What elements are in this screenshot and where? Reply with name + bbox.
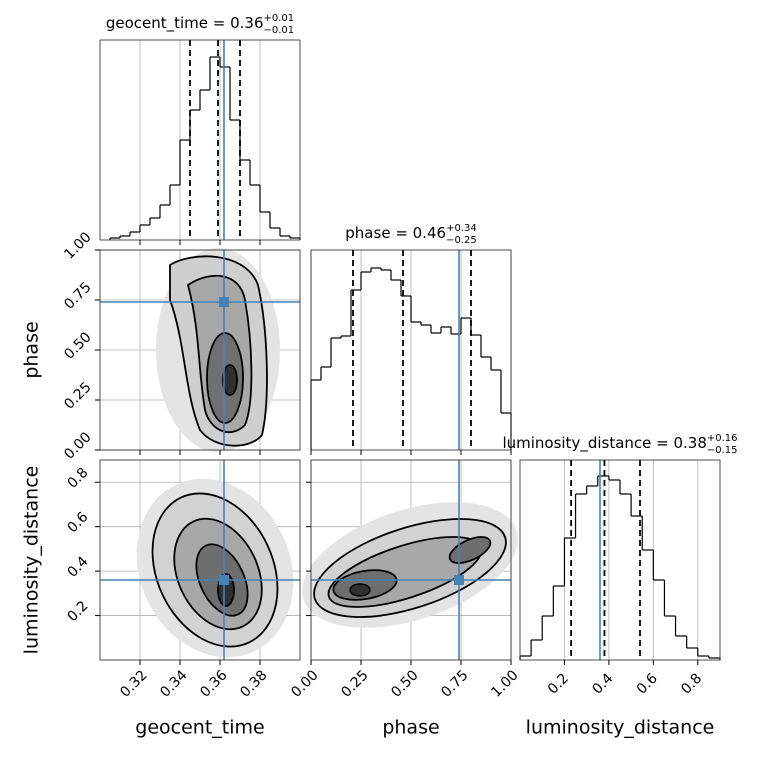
y-tick-label: 0.6 <box>64 509 91 536</box>
panel-frame <box>99 249 301 451</box>
title-upper: +0.34 <box>446 223 477 234</box>
title-lower: −0.15 <box>707 445 738 456</box>
density-phase-distance <box>302 502 518 628</box>
y-tick-label: 0.50 <box>61 329 94 362</box>
y-axis-label: luminosity_distance <box>21 466 43 655</box>
title-upper: +0.16 <box>707 433 738 444</box>
y-tick-label: 1.00 <box>61 229 94 262</box>
x-tick-label: 0.34 <box>157 667 190 700</box>
y-tick-label: 0.2 <box>64 598 91 625</box>
y-tick-label: 0.4 <box>64 554 91 581</box>
x-tick-label: 0.75 <box>438 667 471 700</box>
contour <box>448 536 492 564</box>
truth-marker <box>219 297 229 307</box>
title-text: phase = 0.46 <box>345 224 446 242</box>
panel-frame <box>310 249 512 451</box>
contour <box>222 364 238 396</box>
x-axis-label: luminosity_distance <box>526 717 715 739</box>
panel-title: phase = 0.46+0.34 −0.25 <box>345 223 476 246</box>
x-tick-label: 0.38 <box>237 667 270 700</box>
x-tick-label: 0.2 <box>545 670 572 697</box>
x-tick-label: 0.6 <box>634 670 661 697</box>
x-tick-label: 0.00 <box>288 667 321 700</box>
panel-frame <box>99 459 301 661</box>
title-lower: −0.25 <box>446 235 477 246</box>
title-upper: +0.01 <box>264 13 295 24</box>
title-lower: −0.01 <box>264 25 295 36</box>
density-layer <box>136 248 518 658</box>
y-axis-label: phase <box>21 321 43 378</box>
y-tick-label: 0.8 <box>64 465 91 492</box>
x-tick-label: 0.32 <box>117 667 150 700</box>
x-tick-label: 0.36 <box>197 667 230 700</box>
x-tick-label: 0.25 <box>338 667 371 700</box>
x-axis-label: geocent_time <box>135 717 264 739</box>
title-text: geocent_time = 0.36 <box>106 14 264 33</box>
panel-title: geocent_time = 0.36+0.01 −0.01 <box>106 13 294 36</box>
y-tick-label: 0.00 <box>61 429 94 462</box>
contour <box>349 583 371 597</box>
panel-title: luminosity_distance = 0.38+0.16 −0.15 <box>502 433 737 456</box>
density-geocent-phase <box>156 248 280 452</box>
y-tick-label: 0.75 <box>61 279 94 312</box>
x-tick-label: 0.8 <box>678 670 705 697</box>
x-tick-label: 0.50 <box>388 667 421 700</box>
title-text: luminosity_distance = 0.38 <box>502 434 706 453</box>
x-axis-label: phase <box>382 717 439 739</box>
y-tick-label: 0.25 <box>61 379 94 412</box>
x-tick-label: 0.4 <box>589 670 616 697</box>
panel-frame <box>99 39 301 241</box>
panel-frame <box>519 459 721 661</box>
truth-marker <box>454 575 464 585</box>
truth-marker <box>219 575 229 585</box>
x-tick-label: 1.00 <box>488 667 521 700</box>
panel-frame <box>310 459 512 661</box>
